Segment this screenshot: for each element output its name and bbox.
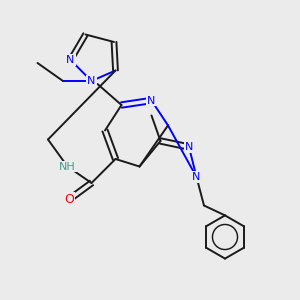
Text: N: N	[192, 172, 201, 182]
Text: N: N	[147, 95, 156, 106]
Text: NH: NH	[59, 161, 76, 172]
Text: N: N	[66, 55, 75, 65]
Text: O: O	[64, 193, 74, 206]
Text: N: N	[185, 142, 193, 152]
Text: N: N	[87, 76, 96, 86]
